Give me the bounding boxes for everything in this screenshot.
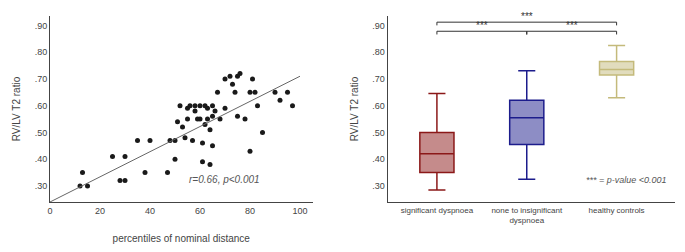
- svg-text:.40: .40: [372, 154, 385, 164]
- svg-text:.40: .40: [35, 154, 48, 164]
- svg-text:.60: .60: [372, 101, 385, 111]
- svg-text:80: 80: [245, 206, 255, 216]
- svg-text:.90: .90: [372, 21, 385, 31]
- svg-text:percentiles of nominal distanc: percentiles of nominal distance: [113, 233, 251, 244]
- svg-text:RV/LV T2 ratio: RV/LV T2 ratio: [349, 76, 360, 141]
- svg-text:none to insignificantdyspnoea: none to insignificantdyspnoea: [491, 206, 562, 225]
- svg-text:100: 100: [292, 206, 307, 216]
- svg-text:.90: .90: [35, 21, 48, 31]
- svg-text:RV/LV T2 ratio: RV/LV T2 ratio: [11, 76, 22, 141]
- svg-text:***: ***: [566, 20, 578, 31]
- svg-text:r=0.66, p<0.001: r=0.66, p<0.001: [189, 174, 260, 185]
- svg-text:significant dyspnoea: significant dyspnoea: [401, 206, 474, 215]
- svg-text:.80: .80: [372, 47, 385, 57]
- svg-text:.60: .60: [35, 101, 48, 111]
- svg-text:20: 20: [95, 206, 105, 216]
- svg-text:.50: .50: [372, 128, 385, 138]
- svg-text:.30: .30: [372, 181, 385, 191]
- svg-text:0: 0: [47, 206, 52, 216]
- svg-text:40: 40: [145, 206, 155, 216]
- svg-text:***: ***: [521, 11, 533, 22]
- svg-text:.30: .30: [35, 181, 48, 191]
- svg-text:healthy controls: healthy controls: [589, 206, 645, 215]
- svg-text:.50: .50: [35, 128, 48, 138]
- svg-text:.80: .80: [35, 47, 48, 57]
- svg-text:60: 60: [195, 206, 205, 216]
- svg-text:.70: .70: [35, 74, 48, 84]
- svg-text:***: ***: [476, 20, 488, 31]
- svg-text:*** = p-value <0.001: *** = p-value <0.001: [586, 175, 667, 185]
- svg-text:.70: .70: [372, 74, 385, 84]
